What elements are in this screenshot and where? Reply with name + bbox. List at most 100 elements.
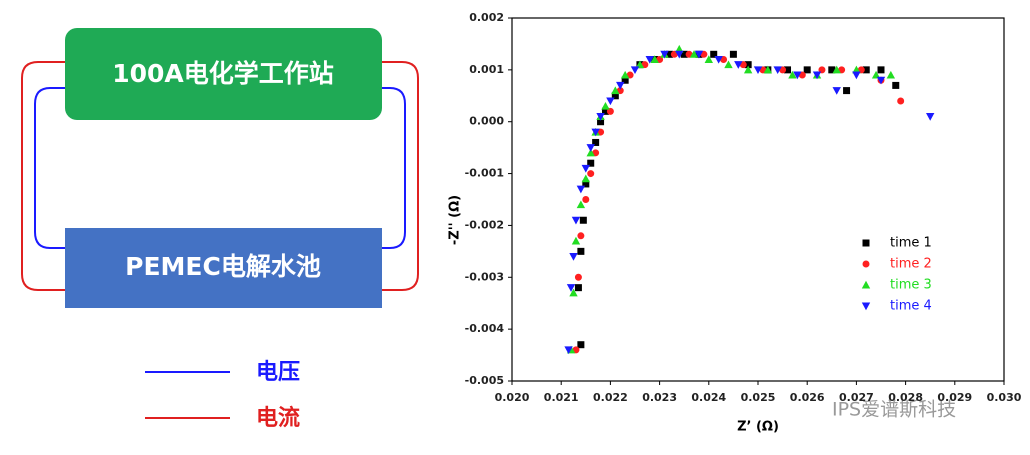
data-point: [660, 50, 669, 59]
y-tick-label: -0.004: [465, 322, 505, 335]
data-point: [704, 55, 713, 63]
data-point: [579, 216, 587, 224]
data-point: [581, 164, 590, 173]
data-point: [773, 66, 782, 75]
data-point: [577, 247, 585, 255]
data-point: [571, 216, 581, 225]
y-tick-label: -0.001: [465, 167, 504, 180]
x-tick-label: 0.022: [593, 391, 628, 404]
x-tick-label: 0.026: [790, 391, 825, 404]
data-point: [744, 61, 752, 69]
data-point: [763, 65, 773, 74]
data-point: [630, 66, 640, 75]
data-point: [897, 97, 905, 105]
data-point: [574, 284, 582, 292]
x-axis-label: Z’ (Ω): [737, 420, 779, 435]
data-point: [571, 236, 581, 245]
data-point: [586, 144, 595, 152]
data-point: [832, 65, 841, 74]
data-point: [926, 113, 935, 121]
data-point: [581, 174, 590, 183]
data-point: [576, 200, 586, 209]
data-point: [843, 87, 851, 95]
data-point: [784, 66, 792, 74]
data-point: [753, 66, 763, 75]
y-axis-label: -Z'' (Ω): [448, 195, 463, 245]
data-point: [586, 148, 595, 157]
data-point: [689, 50, 699, 58]
data-point: [564, 346, 573, 355]
y-tick-label: -0.003: [465, 270, 504, 283]
x-tick-label: 0.027: [839, 391, 874, 404]
data-point: [734, 61, 743, 69]
data-point: [675, 44, 684, 53]
data-point: [793, 71, 802, 80]
data-point: [577, 341, 585, 349]
data-point: [886, 70, 896, 79]
x-tick-label: 0.025: [741, 391, 776, 404]
data-point: [852, 65, 861, 74]
box-label: PEMEC电解水池: [125, 252, 321, 281]
x-tick-label: 0.029: [937, 391, 972, 404]
legend-marker: [862, 260, 870, 268]
data-point: [694, 50, 704, 59]
data-point: [729, 50, 737, 58]
data-point: [569, 253, 578, 261]
data-point: [892, 81, 900, 89]
legend-marker: [862, 239, 870, 247]
data-point: [675, 50, 684, 59]
legend-label: time 4: [890, 299, 932, 314]
data-point: [871, 70, 881, 79]
data-point: [832, 87, 841, 95]
data-point: [591, 128, 600, 137]
x-tick-label: 0.030: [987, 391, 1022, 404]
data-point: [788, 70, 797, 79]
data-point: [877, 66, 885, 74]
data-point: [569, 288, 578, 297]
legend-label: 电压: [256, 360, 300, 385]
data-point: [574, 273, 582, 281]
workstation-box: [65, 28, 382, 120]
watermark: IPS爱谱斯科技: [832, 399, 956, 421]
data-point: [582, 196, 590, 204]
data-point: [611, 86, 620, 95]
y-tick-label: 0.000: [469, 115, 504, 128]
data-point: [620, 70, 630, 79]
data-point: [566, 284, 576, 292]
data-point: [714, 55, 723, 64]
data-point: [812, 71, 822, 80]
data-point: [587, 170, 595, 178]
x-tick-label: 0.021: [544, 391, 579, 404]
data-point: [650, 55, 659, 63]
y-tick-label: -0.005: [465, 374, 504, 387]
data-point: [635, 60, 645, 69]
data-point: [852, 71, 861, 80]
x-tick-label: 0.020: [495, 391, 530, 404]
data-point: [724, 60, 733, 69]
data-point: [596, 113, 605, 121]
data-point: [743, 65, 753, 74]
legend-marker: [861, 280, 871, 289]
legend-label: time 1: [890, 236, 932, 251]
data-point: [577, 232, 585, 240]
data-point: [876, 76, 886, 85]
legend-label: time 2: [890, 257, 932, 272]
legend-label: time 3: [890, 278, 932, 293]
voltage-wire: [34, 87, 406, 249]
data-point: [616, 81, 625, 90]
x-tick-label: 0.028: [888, 391, 923, 404]
data-point: [803, 66, 811, 74]
legend-label: 电流: [256, 405, 300, 431]
cell-box: [65, 228, 382, 308]
data-point: [645, 55, 654, 64]
diagram: 100A电化学工作站 PEMEC电解水池 电压 电流: [21, 28, 419, 431]
y-tick-label: -0.002: [465, 218, 504, 231]
current-wire: [21, 61, 419, 291]
x-tick-label: 0.023: [642, 391, 677, 404]
data-point: [862, 66, 870, 74]
data-point: [601, 101, 610, 110]
y-tick-label: 0.002: [469, 11, 504, 24]
y-tick-label: 0.001: [469, 63, 504, 76]
data-point: [606, 97, 615, 106]
